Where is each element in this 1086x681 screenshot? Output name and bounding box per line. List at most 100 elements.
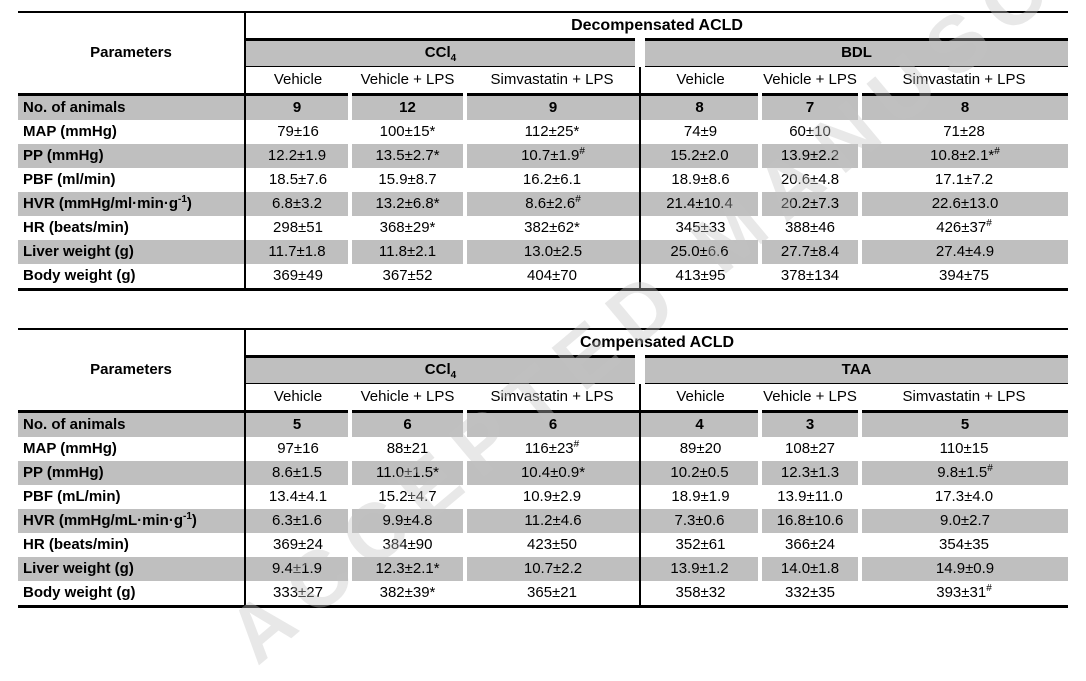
- value-cell: 22.6±13.0: [860, 192, 1069, 216]
- value-cell: 7: [760, 94, 862, 120]
- table-title-decompensated: Decompensated ACLD: [245, 11, 1069, 41]
- value-cell: 13.9±11.0: [777, 487, 843, 505]
- value-cell: 382±62*: [524, 218, 580, 236]
- value-cell: 10.9±2.9: [522, 487, 582, 505]
- value-cell: 74±9: [639, 120, 760, 144]
- value-cell: 8: [860, 94, 1069, 120]
- value-cell: 354±35: [939, 535, 989, 553]
- value-cell: 8.6±1.5: [245, 461, 352, 485]
- value-cell: 18.9±8.6: [639, 168, 760, 192]
- value-cell: 12.3±1.3: [760, 461, 862, 485]
- table-decompensated-wrap: Parameters Decompensated ACLD CCl4 BDL V…: [18, 11, 1069, 291]
- parameter-label: MAP (mmHg): [18, 120, 246, 144]
- value-cell: 6: [465, 411, 640, 437]
- value-cell: 369±49: [245, 264, 350, 291]
- parameter-label: MAP (mmHg): [18, 437, 246, 461]
- table-body-compensated: No. of animals 5 6 6 4 3 5 MAP (mmHg) 97±16 88±21…: [18, 411, 1069, 608]
- table-title-compensated: Compensated ACLD: [245, 328, 1069, 358]
- parameter-label: HR (beats/min): [18, 533, 246, 557]
- parameters-header: Parameters: [18, 328, 246, 413]
- value-cell: 18.9±1.9: [639, 485, 760, 509]
- value-cell: 100±15*: [379, 122, 436, 140]
- value-cell: 9.9±4.8: [350, 509, 467, 533]
- parameter-label: No. of animals: [18, 94, 246, 120]
- value-cell: 79±16: [277, 122, 319, 140]
- value-cell: 10.4±0.9*: [465, 461, 640, 485]
- value-cell: 368±29*: [379, 218, 436, 236]
- value-cell: 13.9±2.2: [760, 144, 862, 168]
- value-cell: 15.9±8.7: [378, 170, 437, 188]
- value-cell: 12: [350, 94, 467, 120]
- value-cell: 413±95: [639, 264, 760, 291]
- parameter-label: No. of animals: [18, 411, 246, 437]
- value-cell: 71±28: [943, 122, 985, 140]
- parameter-label: PP (mmHg): [18, 144, 246, 168]
- subcolumn-header: Vehicle + LPS: [350, 383, 465, 413]
- value-cell: 13.0±2.5: [465, 240, 640, 264]
- group-header-taa: TAA: [634, 356, 1069, 384]
- value-cell: 6.3±1.6: [245, 509, 352, 533]
- value-cell: 14.0±1.8: [760, 557, 862, 581]
- value-cell: 10.8±2.1*#: [860, 144, 1069, 168]
- value-cell: 60±10: [789, 122, 831, 140]
- value-cell: 27.7±8.4: [760, 240, 862, 264]
- value-cell: 108±27: [785, 439, 835, 457]
- value-cell: 333±27: [245, 581, 350, 608]
- subcolumn-header: Vehicle: [245, 383, 350, 413]
- value-cell: 11.8±2.1: [350, 240, 467, 264]
- parameter-label: Liver weight (g): [18, 240, 246, 264]
- parameters-header: Parameters: [18, 11, 246, 96]
- subcolumn-header: Simvastatin + LPS: [465, 383, 640, 413]
- value-cell: 27.4±4.9: [860, 240, 1069, 264]
- value-cell: 5: [245, 411, 352, 437]
- table-compensated: Parameters Compensated ACLD CCl4 TAA Veh…: [18, 328, 1069, 608]
- subcolumn-header: Simvastatin + LPS: [465, 66, 640, 96]
- value-cell: 16.2±6.1: [522, 170, 582, 188]
- parameter-label: Liver weight (g): [18, 557, 246, 581]
- group-header-bdl: BDL: [634, 39, 1069, 67]
- value-cell: 7.3±0.6: [639, 509, 762, 533]
- value-cell: 9: [245, 94, 352, 120]
- table-compensated-wrap: Parameters Compensated ACLD CCl4 TAA Veh…: [18, 328, 1069, 608]
- value-cell: 88±21: [386, 439, 429, 457]
- manuscript-page: Parameters Decompensated ACLD CCl4 BDL V…: [18, 0, 1086, 680]
- value-cell: 358±32: [639, 581, 760, 608]
- value-cell: 366±24: [785, 535, 835, 553]
- value-cell: 6.8±3.2: [245, 192, 352, 216]
- value-cell: 13.5±2.7*: [350, 144, 467, 168]
- value-cell: 423±50: [527, 535, 577, 553]
- value-cell: 9.4±1.9: [245, 557, 352, 581]
- group-header-ccl4: CCl4: [245, 356, 640, 384]
- value-cell: 367±52: [350, 264, 465, 291]
- value-cell: 378±134: [760, 264, 860, 291]
- value-cell: 426±37#: [936, 217, 992, 236]
- value-cell: 11.7±1.8: [245, 240, 352, 264]
- value-cell: 384±90: [382, 535, 433, 553]
- value-cell: 9.8±1.5#: [860, 461, 1069, 485]
- value-cell: 345±33: [639, 216, 760, 240]
- group-header-ccl4: CCl4: [245, 39, 640, 67]
- value-cell: 17.3±4.0: [934, 487, 994, 505]
- value-cell: 110±15: [939, 439, 989, 457]
- value-cell: 12.3±2.1*: [350, 557, 467, 581]
- value-cell: 404±70: [465, 264, 640, 291]
- value-cell: 15.2±4.7: [378, 487, 437, 505]
- value-cell: 10.7±2.2: [465, 557, 640, 581]
- table-decompensated: Parameters Decompensated ACLD CCl4 BDL V…: [18, 11, 1069, 291]
- value-cell: 8: [639, 94, 762, 120]
- parameter-label: PBF (mL/min): [18, 485, 246, 509]
- value-cell: 4: [639, 411, 762, 437]
- value-cell: 20.6±4.8: [780, 170, 840, 188]
- value-cell: 393±31#: [860, 581, 1069, 608]
- value-cell: 11.2±4.6: [465, 509, 640, 533]
- value-cell: 15.2±2.0: [639, 144, 762, 168]
- value-cell: 9.0±2.7: [860, 509, 1069, 533]
- value-cell: 5: [860, 411, 1069, 437]
- parameter-label: Body weight (g): [18, 264, 246, 291]
- value-cell: 3: [760, 411, 862, 437]
- parameter-label: HR (beats/min): [18, 216, 246, 240]
- value-cell: 25.0±6.6: [639, 240, 762, 264]
- value-cell: 6: [350, 411, 467, 437]
- parameter-label: HVR (mmHg/ml·min·g-1): [18, 192, 246, 216]
- value-cell: 21.4±10.4: [639, 192, 762, 216]
